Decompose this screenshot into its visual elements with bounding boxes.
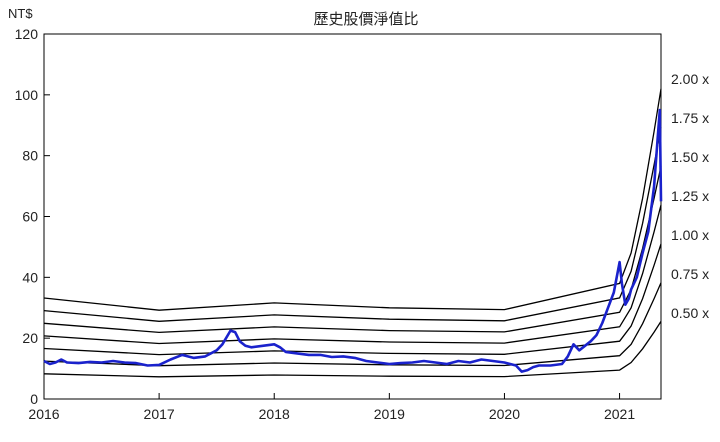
band-label: 1.25 x [671, 188, 709, 204]
band-label: 2.00 x [671, 71, 709, 87]
band-label: 0.50 x [671, 305, 709, 321]
price-line [43, 108, 663, 373]
pbr-bands [43, 88, 662, 378]
band-label: 1.50 x [671, 149, 709, 165]
band-line [43, 321, 662, 378]
band-label: 1.75 x [671, 110, 709, 126]
plot-frame [43, 33, 662, 400]
band-line [43, 243, 662, 356]
pbr-band-labels: 2.00 x 1.75 x 1.50 x 1.25 x 1.00 x 0.75 x 0.50… [671, 71, 709, 321]
x-tick-label: 2019 [374, 406, 405, 422]
band-line [43, 282, 662, 367]
band-line [43, 204, 662, 345]
x-tick-label: 2016 [28, 406, 59, 422]
y-axis-unit: NT$ [8, 6, 33, 21]
x-tick-label: 2020 [489, 406, 520, 422]
band-line [43, 88, 662, 311]
y-tick-label: 40 [22, 269, 38, 285]
x-axis: 2016 2017 2018 2019 2020 2021 [28, 393, 635, 422]
band-label: 0.75 x [671, 266, 709, 282]
band-line [43, 127, 662, 322]
y-tick-label: 20 [22, 330, 38, 346]
chart-title: 歷史股價淨值比 [313, 11, 418, 28]
y-tick-label: 80 [22, 148, 38, 164]
y-tick-label: 60 [22, 209, 38, 225]
y-tick-label: 0 [30, 391, 38, 407]
y-tick-label: 100 [15, 87, 39, 103]
price-series [43, 108, 663, 373]
band-label: 1.00 x [671, 227, 709, 243]
y-axis: 0 20 40 60 80 100 120 [15, 26, 50, 407]
y-tick-label: 120 [15, 26, 39, 42]
x-tick-label: 2017 [144, 406, 175, 422]
x-tick-label: 2021 [604, 406, 635, 422]
x-tick-label: 2018 [259, 406, 290, 422]
